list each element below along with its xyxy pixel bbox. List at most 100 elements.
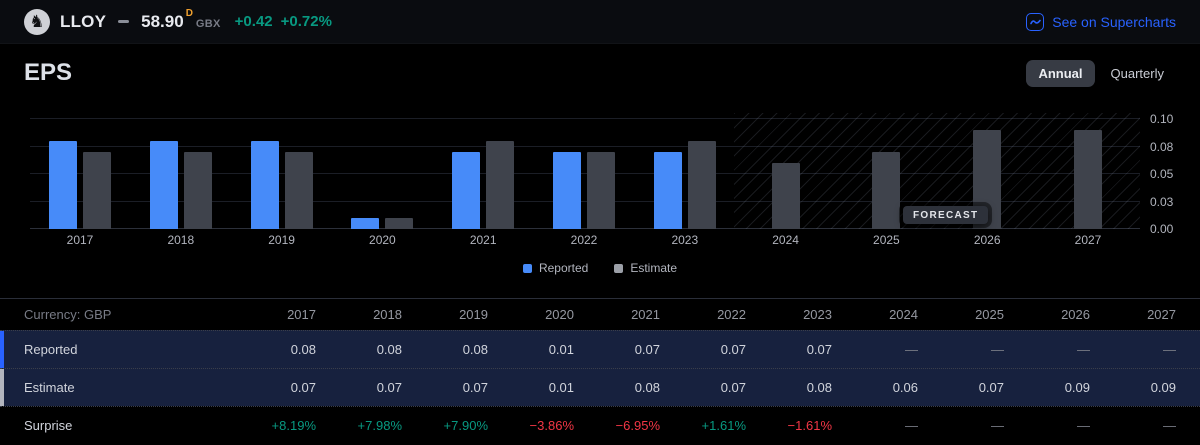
- table-row-reported[interactable]: Reported 0.08 0.08 0.08 0.01 0.07 0.07 0.07 — — — —: [0, 330, 1200, 368]
- topbar: ♞ LLOY 58.90 DGBX +0.42 +0.72% See on Supe…: [0, 0, 1200, 44]
- chart-x-labels: 2017 2018 2019 2020 2021 2022 2023 2024 2025 2026…: [30, 233, 1140, 249]
- reported-bar-2023[interactable]: [653, 152, 682, 229]
- value-cell: +7.90%: [443, 418, 488, 433]
- year-column-header: 2025: [975, 307, 1004, 322]
- year-column-header: 2024: [889, 307, 918, 322]
- estimate-bar-2027[interactable]: [1074, 130, 1102, 229]
- value-cell: —: [905, 342, 918, 357]
- value-cell: +1.61%: [701, 418, 746, 433]
- y-axis-tick: 0.08: [1150, 139, 1174, 154]
- reported-bar-2019[interactable]: [250, 141, 279, 229]
- x-axis-label: 2026: [973, 233, 1001, 247]
- row-accent-bar: [0, 331, 4, 368]
- table-header-row: Currency: GBP 2017 2018 2019 2020 2021 2022 20…: [0, 298, 1200, 330]
- year-column-header: 2027: [1147, 307, 1176, 322]
- reported-bar-2018[interactable]: [149, 141, 178, 229]
- value-cell: 0.01: [548, 342, 574, 357]
- lloyds-horse-logo: ♞: [24, 8, 50, 35]
- page-title: EPS: [24, 59, 73, 86]
- chart-legend: Reported Estimate: [0, 258, 1200, 278]
- value-cell: 0.09: [1150, 380, 1176, 395]
- value-cell: 0.08: [634, 380, 660, 395]
- reported-bar-2021[interactable]: [452, 152, 481, 229]
- value-cell: −6.95%: [615, 418, 660, 433]
- currency-label: Currency: GBP: [24, 307, 112, 322]
- legend-swatch-estimate: [614, 263, 624, 273]
- change-absolute: +0.42: [234, 13, 273, 30]
- estimate-bar-2024[interactable]: [771, 163, 800, 229]
- value-cell: —: [1163, 418, 1176, 433]
- legend-item-estimate: Estimate: [614, 261, 677, 275]
- x-axis-label: 2017: [66, 233, 94, 247]
- value-cell: —: [1163, 342, 1176, 357]
- year-column-header: 2021: [631, 307, 660, 322]
- reported-bar-2017[interactable]: [49, 141, 77, 229]
- x-axis-label: 2027: [1074, 233, 1102, 247]
- value-cell: 0.08: [806, 380, 832, 395]
- period-toggle: Annual Quarterly: [1026, 59, 1176, 87]
- gridline: [30, 228, 1140, 229]
- value-cell: 0.07: [634, 342, 660, 357]
- row-label: Estimate: [24, 380, 75, 395]
- value-cell: 0.08: [462, 342, 488, 357]
- price-change: +0.42 +0.72%: [235, 13, 332, 30]
- delayed-data-flag: D: [185, 7, 193, 19]
- table-row-surprise[interactable]: Surprise +8.19% +7.98% +7.90% −3.86% −6.95% +1…: [0, 406, 1200, 444]
- tab-annual[interactable]: Annual: [1026, 59, 1095, 87]
- table-row-estimate[interactable]: Estimate 0.07 0.07 0.07 0.01 0.08 0.07 0.08 0.06…: [0, 368, 1200, 406]
- value-cell: 0.07: [290, 380, 316, 395]
- value-cell: −3.86%: [529, 418, 574, 433]
- gridline: [30, 200, 1140, 202]
- reported-bar-2022[interactable]: [553, 152, 581, 229]
- gridline: [30, 118, 1140, 119]
- eps-chart: 2017 2018 2019 2020 2021 2022 2023 2024 2025 2026…: [0, 98, 1200, 252]
- symbol-ticker[interactable]: LLOY: [60, 11, 107, 31]
- estimate-bar-2017[interactable]: [83, 152, 111, 229]
- x-axis-label: 2018: [167, 233, 195, 247]
- value-cell: —: [1077, 342, 1090, 357]
- x-axis-label: 2020: [369, 233, 396, 247]
- value-cell: —: [991, 418, 1004, 433]
- gridline: [30, 173, 1140, 174]
- value-cell: 0.08: [376, 342, 402, 357]
- see-on-supercharts-link[interactable]: See on Supercharts: [1026, 12, 1176, 31]
- estimate-bar-2018[interactable]: [183, 152, 212, 229]
- row-label: Reported: [24, 342, 78, 357]
- last-price: 58.90 DGBX: [141, 7, 221, 31]
- forecast-badge: FORECAST: [903, 206, 989, 224]
- value-cell: 0.07: [978, 380, 1004, 395]
- legend-swatch-reported: [522, 263, 532, 273]
- value-cell: 0.07: [720, 342, 746, 357]
- y-axis-tick: 0.10: [1150, 112, 1174, 126]
- chart-plot: [30, 113, 1140, 229]
- estimate-bar-2022[interactable]: [587, 152, 615, 229]
- value-cell: 0.09: [1064, 380, 1090, 395]
- x-axis-label: 2025: [873, 233, 900, 247]
- year-column-header: 2022: [717, 307, 746, 322]
- gridline: [30, 145, 1140, 147]
- value-cell: 0.07: [376, 380, 402, 395]
- tab-quarterly[interactable]: Quarterly: [1110, 65, 1164, 81]
- value-cell: 0.01: [548, 380, 574, 395]
- x-axis-label: 2023: [671, 233, 699, 247]
- estimate-bar-2020[interactable]: [385, 218, 414, 229]
- legend-label: Estimate: [630, 261, 678, 275]
- change-percent: +0.72%: [280, 13, 332, 30]
- year-column-header: 2019: [459, 307, 488, 322]
- year-column-header: 2026: [1061, 307, 1090, 322]
- estimate-bar-2023[interactable]: [687, 141, 716, 229]
- x-axis-label: 2024: [772, 233, 799, 247]
- legend-label: Reported: [538, 261, 589, 275]
- estimate-bar-2025[interactable]: [872, 152, 901, 229]
- value-cell: —: [905, 418, 918, 433]
- value-cell: −1.61%: [787, 418, 832, 433]
- x-axis-label: 2022: [570, 233, 598, 247]
- y-axis-tick: 0.05: [1150, 167, 1174, 181]
- y-axis-tick: 0.00: [1150, 222, 1174, 236]
- section-header: EPS Annual Quarterly: [0, 56, 1200, 90]
- eps-table: Currency: GBP 2017 2018 2019 2020 2021 2022 20…: [0, 298, 1200, 444]
- estimate-bar-2019[interactable]: [284, 152, 313, 229]
- reported-bar-2020[interactable]: [351, 218, 380, 229]
- estimate-bar-2021[interactable]: [486, 141, 515, 229]
- value-cell: —: [1077, 418, 1090, 433]
